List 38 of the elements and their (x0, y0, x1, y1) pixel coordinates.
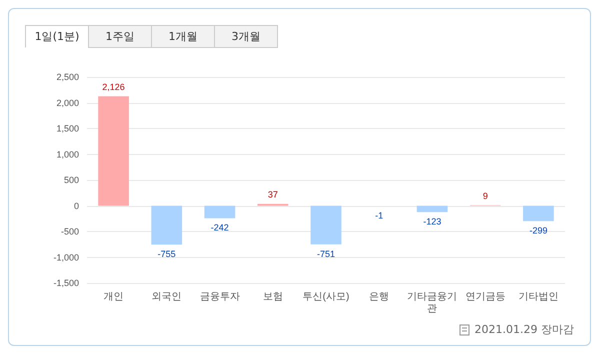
text: 1개월 (168, 30, 198, 43)
x-tick-label: 외국인 (152, 292, 182, 302)
bar (523, 206, 554, 222)
y-tick-label: 1,500 (56, 124, 79, 134)
y-tick-label: 1,000 (56, 149, 79, 160)
x-tick-label: 금융투자 (200, 292, 240, 302)
data-label: -242 (210, 222, 229, 233)
x-tick-label: 투신(사모) (302, 292, 350, 302)
bar (310, 206, 342, 244)
bar (204, 206, 236, 218)
bar (416, 206, 448, 212)
data-label: -1 (375, 210, 384, 220)
data-label: -751 (316, 248, 336, 259)
y-tick-label: 500 (64, 175, 79, 185)
text: 1일(1분) (34, 30, 80, 43)
data-label: 37 (268, 189, 278, 200)
text: 1주일 (106, 30, 134, 43)
y-tick-label: -500 (60, 226, 79, 236)
data-label: 2,126 (102, 82, 125, 92)
y-tick-label: -1,000 (53, 252, 79, 262)
text: 2021.01.29 장마감 (474, 322, 574, 337)
data-label: -123 (423, 216, 442, 227)
text: 3개월 (232, 30, 260, 43)
y-tick-label: 2,000 (56, 98, 79, 108)
y-tick-label: 0 (74, 200, 79, 211)
y-tick-label: 2,500 (56, 72, 79, 82)
bar (151, 206, 182, 245)
x-tick-label: 연기금등 (465, 292, 506, 302)
y-tick-label: -1,500 (53, 278, 79, 288)
data-label: 9 (482, 190, 488, 201)
x-tick-label: 기타법인 (518, 292, 558, 302)
data-label: -755 (158, 249, 176, 260)
x-tick-label: 개인 (104, 292, 124, 302)
x-tick-label: 은행 (369, 292, 390, 302)
x-tick-label: 보험 (262, 292, 283, 302)
bar (98, 96, 129, 206)
data-label: -299 (529, 226, 548, 236)
x-tick-label: 기타금융기관 (407, 292, 458, 314)
